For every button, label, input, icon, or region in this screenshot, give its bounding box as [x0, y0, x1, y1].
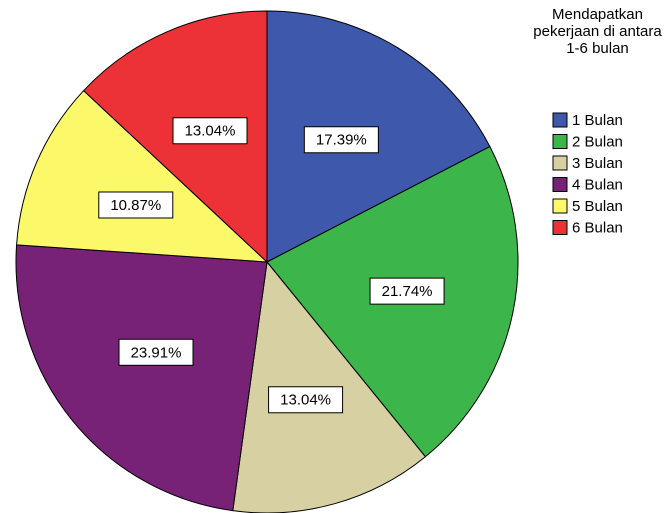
legend-swatch: [552, 155, 568, 171]
legend-swatch: [552, 177, 568, 192]
legend-swatch: [552, 198, 568, 214]
label-box: [98, 191, 174, 219]
data-label: 10.87%: [110, 197, 161, 214]
label-box: [303, 126, 379, 154]
data-label: 13.04%: [185, 123, 236, 140]
legend-label: 6 Bulan: [572, 219, 623, 236]
legend-swatch: [552, 112, 568, 128]
legend-swatch: [552, 134, 568, 149]
legend-swatch: [552, 220, 568, 235]
data-label: 21.74%: [382, 283, 433, 300]
data-label: 13.04%: [280, 392, 331, 409]
legend-label: 1 Bulan: [572, 112, 623, 129]
pie-slice: [15, 244, 268, 512]
legend-label: 2 Bulan: [572, 133, 623, 150]
label-box: [369, 277, 445, 305]
legend-label: 4 Bulan: [572, 176, 623, 193]
legend-label: 5 Bulan: [572, 198, 623, 215]
data-label: 23.91%: [131, 344, 182, 361]
legend-title: Mendapatkan pekerjaan di antara 1-6 bula…: [533, 6, 662, 57]
label-box: [268, 386, 344, 414]
data-label: 17.39%: [316, 132, 367, 149]
label-box: [118, 338, 194, 366]
pie-slice: [16, 89, 269, 263]
label-box: [172, 117, 248, 145]
legend-label: 3 Bulan: [572, 155, 623, 172]
